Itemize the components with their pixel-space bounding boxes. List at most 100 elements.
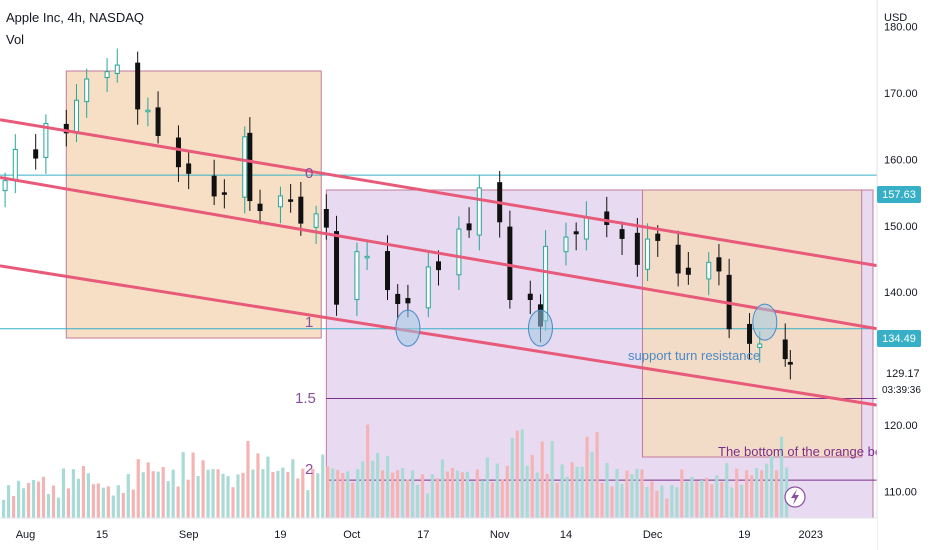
volume-bar	[36, 481, 41, 518]
volume-bar	[410, 470, 415, 518]
volume-bar	[475, 469, 479, 518]
volume-bar	[705, 477, 709, 518]
support-circle-december	[752, 303, 778, 341]
volume-indicator-label[interactable]: Vol	[6, 32, 24, 47]
volume-bar	[675, 487, 679, 518]
volume-bar	[535, 472, 539, 518]
candle-body	[716, 257, 722, 272]
volume-bar	[435, 478, 440, 518]
price-axis-panel[interactable]	[877, 0, 932, 550]
volume-bar	[271, 471, 275, 518]
volume-bar	[685, 481, 689, 518]
volume-bar	[141, 472, 145, 518]
volume-bar	[580, 466, 584, 518]
volume-bar	[645, 486, 649, 518]
volume-bar	[16, 480, 21, 518]
volume-bar	[740, 484, 744, 518]
candle-body	[73, 99, 79, 133]
candle-body	[242, 136, 248, 198]
candle-body	[323, 208, 329, 228]
volume-bar	[351, 482, 355, 518]
volume-bar	[126, 474, 130, 518]
volume-bar	[136, 459, 140, 518]
volume-bar	[191, 452, 195, 518]
channel-line-bottom[interactable]	[0, 264, 878, 407]
date-tick-label: Dec	[643, 529, 663, 541]
volume-bar	[485, 457, 489, 518]
price-tick-label: 140.00	[884, 287, 918, 299]
volume-bar	[106, 486, 110, 518]
volume-bar	[550, 441, 554, 518]
date-tick-label: Aug	[16, 529, 36, 541]
volume-bar	[460, 472, 465, 518]
volume-bar	[2, 499, 6, 518]
volume-bar	[311, 468, 315, 518]
price-tick-label: 150.00	[884, 221, 918, 233]
volume-bar	[655, 490, 659, 518]
volume-bar	[71, 469, 76, 518]
price-axis-ticks: 180.00 170.00 160.00 150.00 140.00 120.00 110.…	[884, 22, 918, 499]
candle-body	[43, 123, 49, 158]
volume-bar	[710, 484, 714, 518]
volume-bar	[96, 483, 100, 518]
volume-bar	[26, 482, 31, 518]
price-tag-lower[interactable]: 134.49	[877, 330, 921, 347]
volume-bar	[366, 424, 370, 518]
candle-body	[634, 232, 640, 265]
price-tick-label: 120.00	[884, 420, 918, 432]
volume-bar	[570, 462, 574, 518]
volume-bar	[590, 451, 594, 518]
volume-bar	[760, 470, 764, 518]
volume-bar	[635, 468, 639, 518]
date-tick-label: 14	[560, 529, 572, 541]
volume-bar	[376, 453, 380, 518]
candle-body	[186, 163, 192, 174]
volume-bar	[610, 486, 614, 518]
volume-bar	[525, 465, 529, 518]
candle-body	[436, 261, 441, 271]
candle-body	[604, 211, 610, 225]
support-note: support turn resistance	[628, 348, 760, 363]
volume-bar	[301, 468, 305, 518]
time-axis-panel[interactable]	[0, 518, 877, 550]
price-tag-lower-bg	[877, 330, 921, 347]
support-circle-november	[527, 309, 553, 347]
volume-bar	[121, 492, 125, 518]
volume-bar	[116, 485, 120, 518]
volume-bar	[565, 476, 569, 518]
box-note: The bottom of the orange box.	[718, 444, 892, 459]
volume-bar	[61, 468, 66, 518]
volume-bar	[386, 455, 390, 518]
price-tag-upper[interactable]: 157.63	[877, 186, 921, 203]
volume-bar	[690, 476, 694, 518]
candle-body	[675, 244, 681, 274]
volume-bar	[510, 437, 514, 518]
date-tick-label: 15	[96, 529, 108, 541]
volume-bar	[296, 478, 300, 518]
volume-bar	[605, 463, 609, 518]
channel-line-top[interactable]	[0, 118, 878, 268]
volume-bar	[440, 459, 445, 518]
volume-bar	[101, 487, 105, 518]
candle-body	[277, 195, 283, 208]
time-axis-ticks: Aug 15 Sep 19 Oct 17 Nov 14 Dec 19 2023	[16, 529, 823, 541]
volume-bar	[445, 471, 450, 518]
channel-line-middle[interactable]	[0, 176, 878, 331]
price-tick-label: 110.00	[884, 486, 917, 498]
candle-body	[456, 228, 462, 276]
date-tick-label: 19	[738, 529, 750, 541]
orange-box-december[interactable]	[641, 189, 863, 458]
lightning-icon[interactable]	[784, 486, 806, 508]
volume-bar	[211, 469, 215, 518]
volume-bar	[390, 472, 395, 518]
candle-body	[507, 226, 513, 301]
volume-bar	[695, 481, 699, 518]
candle-body	[563, 236, 569, 253]
volume-bar	[111, 495, 115, 518]
volume-bar	[6, 485, 11, 518]
volume-bar	[56, 497, 61, 518]
candle-body	[583, 216, 589, 240]
volume-bar	[425, 493, 430, 518]
volume-bar	[545, 473, 549, 518]
